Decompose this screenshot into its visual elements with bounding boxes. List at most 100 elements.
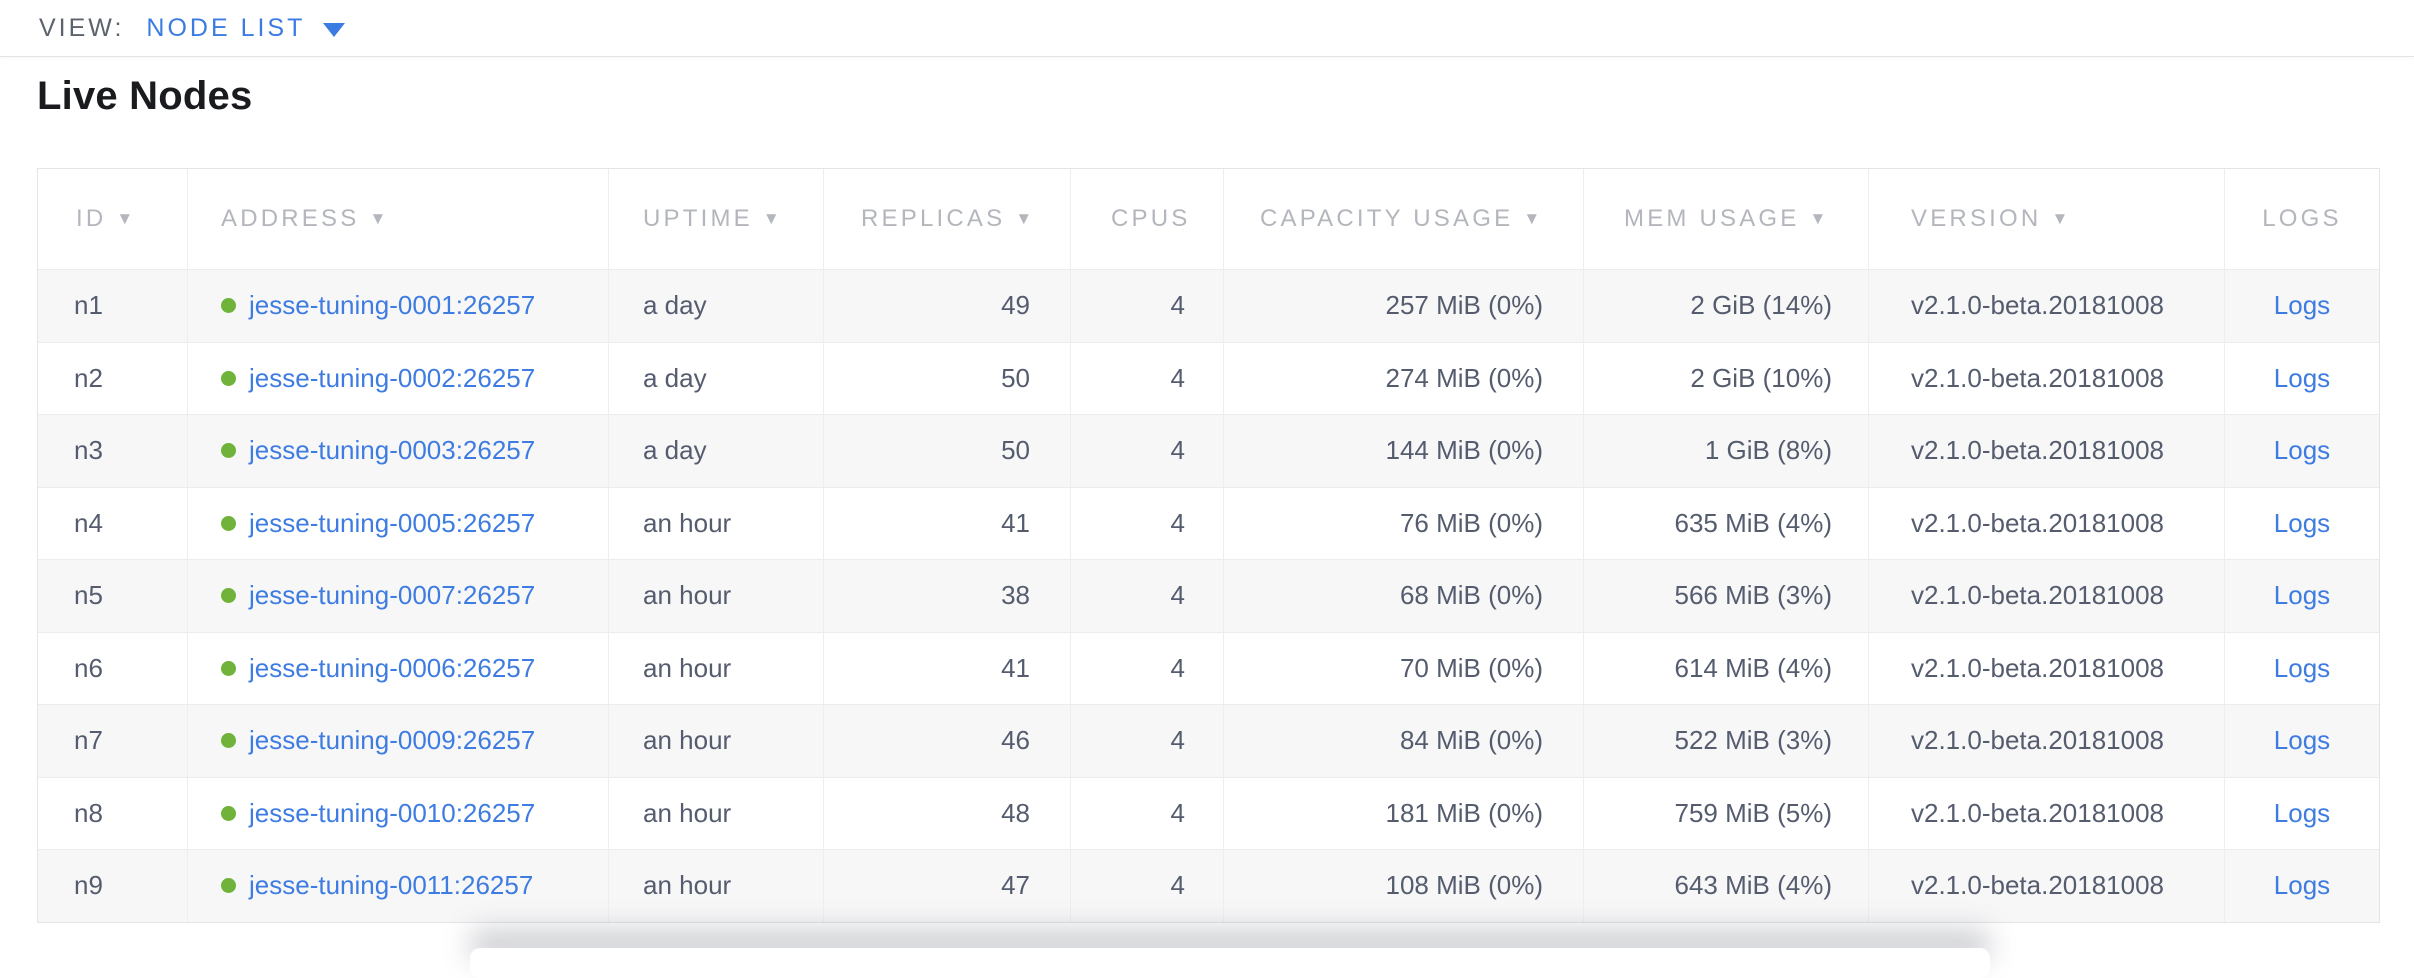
cell-mem: 1 GiB (8%) (1584, 415, 1869, 487)
cell-value: 41 (1001, 507, 1030, 538)
cell-value: 759 MiB (5%) (1674, 797, 1833, 828)
cell-value: n9 (74, 870, 103, 901)
cell-version: v2.1.0-beta.20181008 (1869, 777, 2225, 849)
cell-value: 47 (1001, 870, 1030, 901)
cell-value: 1 GiB (8%) (1704, 435, 1832, 466)
node-address-link[interactable]: jesse-tuning-0002:26257 (249, 362, 536, 393)
view-selector-bar: VIEW: NODE LIST (0, 0, 2414, 57)
node-address-link[interactable]: jesse-tuning-0006:26257 (249, 652, 536, 683)
cell-uptime: a day (609, 342, 824, 414)
logs-link[interactable]: Logs (2273, 870, 2331, 901)
cell-version: v2.1.0-beta.20181008 (1869, 560, 2225, 632)
cell-value: 49 (1001, 290, 1030, 321)
cell-address: jesse-tuning-0005:26257 (188, 487, 609, 559)
cell-id: n8 (38, 777, 188, 849)
cell-capacity: 70 MiB (0%) (1224, 632, 1584, 704)
node-address-link[interactable]: jesse-tuning-0009:26257 (249, 725, 536, 756)
cell-value: n5 (74, 580, 103, 611)
column-header-replicas[interactable]: REPLICAS ▼ (824, 169, 1071, 269)
cell-logs: Logs (2225, 560, 2379, 632)
table-row: n7 jesse-tuning-0009:26257 an hour 46 4 84 Mi… (38, 704, 2379, 777)
cell-logs: Logs (2225, 778, 2379, 850)
cell-value: n7 (74, 725, 103, 756)
cell-value: 4 (1170, 507, 1185, 538)
logs-link[interactable]: Logs (2273, 580, 2331, 611)
cell-value: 41 (1001, 652, 1030, 683)
cell-address: jesse-tuning-0009:26257 (188, 705, 609, 777)
cell-value: 4 (1170, 362, 1185, 393)
cell-replicas: 48 (824, 777, 1071, 849)
cell-replicas: 41 (824, 632, 1071, 704)
sort-desc-icon: ▼ (762, 209, 783, 228)
logs-link[interactable]: Logs (2273, 725, 2331, 756)
cell-mem: 522 MiB (3%) (1584, 705, 1869, 777)
cell-cpus: 4 (1071, 487, 1224, 559)
node-address-link[interactable]: jesse-tuning-0011:26257 (249, 870, 534, 901)
cell-uptime: an hour (609, 850, 824, 922)
logs-link[interactable]: Logs (2273, 652, 2331, 683)
cell-cpus: 4 (1071, 342, 1224, 414)
table-row: n6 jesse-tuning-0006:26257 an hour 41 4 70 Mi… (38, 631, 2379, 705)
column-header-version[interactable]: VERSION ▼ (1869, 169, 2225, 269)
node-live-status-icon (221, 878, 236, 894)
node-address-link[interactable]: jesse-tuning-0010:26257 (249, 797, 536, 828)
cell-value: 4 (1170, 435, 1185, 466)
cell-logs: Logs (2225, 270, 2379, 342)
cell-value: v2.1.0-beta.20181008 (1911, 797, 2164, 828)
column-header-uptime[interactable]: UPTIME ▼ (609, 169, 824, 269)
logs-link[interactable]: Logs (2273, 362, 2331, 393)
column-header-id[interactable]: ID ▼ (38, 169, 188, 269)
cell-mem: 614 MiB (4%) (1584, 632, 1869, 704)
cell-value: 614 MiB (4%) (1674, 652, 1833, 683)
node-address-link[interactable]: jesse-tuning-0001:26257 (249, 290, 536, 321)
column-header-mem[interactable]: MEM USAGE ▼ (1584, 169, 1869, 269)
cell-cpus: 4 (1071, 705, 1224, 777)
table-row: n1 jesse-tuning-0001:26257 a day 49 4 257 MiB… (38, 269, 2379, 342)
cell-value: 144 MiB (0%) (1385, 435, 1544, 466)
cell-value: 4 (1170, 580, 1185, 611)
cell-value: v2.1.0-beta.20181008 (1911, 290, 2164, 321)
column-header-capacity[interactable]: CAPACITY USAGE ▼ (1224, 169, 1584, 269)
view-dropdown[interactable]: NODE LIST (146, 14, 346, 43)
cell-value: 181 MiB (0%) (1385, 797, 1544, 828)
cell-uptime: an hour (609, 632, 824, 704)
cell-value: n2 (74, 362, 103, 393)
column-header-label: ADDRESS (221, 205, 360, 232)
cell-replicas: 46 (824, 705, 1071, 777)
cell-capacity: 274 MiB (0%) (1224, 342, 1584, 414)
chevron-down-icon (323, 22, 346, 37)
cell-logs: Logs (2225, 705, 2379, 777)
cell-address: jesse-tuning-0010:26257 (188, 777, 609, 849)
node-live-status-icon (221, 515, 236, 531)
cell-logs: Logs (2225, 633, 2379, 705)
logs-link[interactable]: Logs (2273, 290, 2331, 321)
node-live-status-icon (221, 660, 236, 676)
cell-value: n3 (74, 435, 103, 466)
logs-link[interactable]: Logs (2273, 435, 2331, 466)
cell-uptime: an hour (609, 487, 824, 559)
logs-link[interactable]: Logs (2273, 507, 2331, 538)
cell-address: jesse-tuning-0006:26257 (188, 632, 609, 704)
cell-value: 108 MiB (0%) (1385, 870, 1544, 901)
cell-id: n2 (38, 342, 188, 414)
cell-value: 76 MiB (0%) (1399, 507, 1543, 538)
node-address-link[interactable]: jesse-tuning-0007:26257 (249, 580, 536, 611)
cell-version: v2.1.0-beta.20181008 (1869, 850, 2225, 922)
cell-value: v2.1.0-beta.20181008 (1911, 652, 2164, 683)
cell-capacity: 108 MiB (0%) (1224, 850, 1584, 922)
node-live-status-icon (221, 443, 236, 459)
node-address-link[interactable]: jesse-tuning-0003:26257 (249, 435, 536, 466)
cell-logs: Logs (2225, 415, 2379, 487)
column-header-cpus: CPUS (1071, 169, 1224, 269)
cell-uptime: a day (609, 415, 824, 487)
column-header-label: MEM USAGE (1624, 205, 1800, 232)
node-live-status-icon (221, 370, 236, 386)
column-header-address[interactable]: ADDRESS ▼ (188, 169, 609, 269)
logs-link[interactable]: Logs (2273, 797, 2331, 828)
cell-value: 84 MiB (0%) (1399, 725, 1543, 756)
column-header-label: VERSION (1911, 205, 2042, 232)
cell-uptime: an hour (609, 560, 824, 632)
cell-mem: 759 MiB (5%) (1584, 777, 1869, 849)
sort-desc-icon: ▼ (1809, 209, 1830, 228)
node-address-link[interactable]: jesse-tuning-0005:26257 (249, 507, 536, 538)
